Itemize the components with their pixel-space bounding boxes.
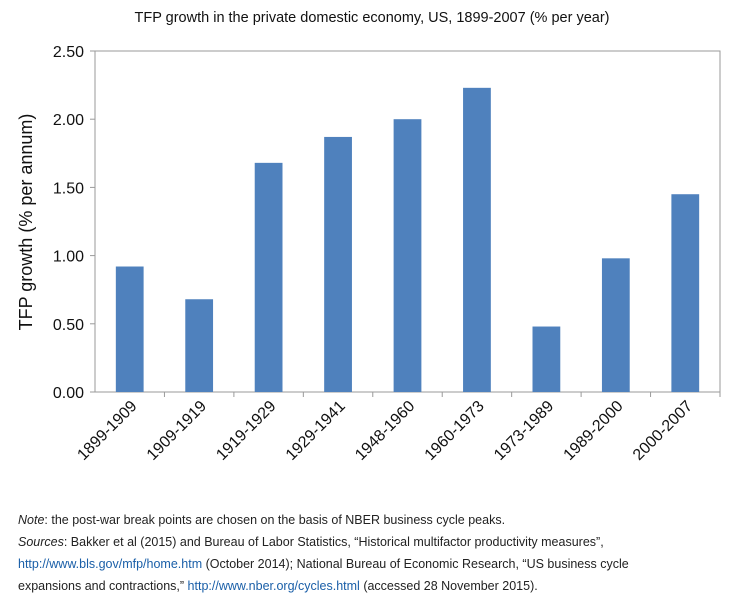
sources-line-2: http://www.bls.gov/mfp/home.htm (October… xyxy=(18,553,738,575)
bar-1989-2000 xyxy=(601,258,630,392)
sources-line: Sources: Bakker et al (2015) and Bureau … xyxy=(18,531,738,553)
sources-text-2: (October 2014); National Bureau of Econo… xyxy=(202,557,629,571)
bar-1960-1973 xyxy=(463,87,491,392)
y-tick-label: 2.00 xyxy=(53,112,84,129)
bar-2000-2007 xyxy=(671,194,700,392)
bar-1929-1941 xyxy=(324,136,352,392)
x-tick-label: 1899-1909 xyxy=(74,398,140,464)
nber-link[interactable]: http://www.nber.org/cycles.html xyxy=(187,579,360,593)
x-tick-label: 1909-1919 xyxy=(144,398,210,464)
x-tick-label: 1960-1973 xyxy=(422,398,488,464)
y-tick-label: 2.50 xyxy=(53,44,84,61)
y-tick-label: 1.50 xyxy=(53,180,84,197)
bls-link[interactable]: http://www.bls.gov/mfp/home.htm xyxy=(18,557,203,571)
sources-text: : Bakker et al (2015) and Bureau of Labo… xyxy=(63,535,604,549)
bar-1909-1919 xyxy=(185,299,214,392)
y-tick-label: 1.00 xyxy=(53,249,84,266)
bar-1899-1909 xyxy=(115,266,144,392)
x-tick-label: 1948-1960 xyxy=(352,398,418,464)
sources-line-3: expansions and contractions,” http://www… xyxy=(18,575,738,597)
bar-chart: 0.00 0.50 1.00 1.50 2.00 2.50 1899-1909 1909-1… xyxy=(16,44,721,464)
note-text: : the post-war break points are chosen o… xyxy=(44,513,506,527)
x-tick-label: 1919-1929 xyxy=(213,398,279,464)
y-axis-title: TFP growth (% per annum) xyxy=(16,114,36,331)
x-tick-label: 2000-2007 xyxy=(630,398,696,464)
bar-1919-1929 xyxy=(254,162,283,392)
sources-label: Sources xyxy=(18,535,64,549)
note-line: Note: the post-war break points are chos… xyxy=(18,509,738,531)
sources-text-4: (accessed 28 November 2015). xyxy=(359,579,538,593)
chart-notes: Note: the post-war break points are chos… xyxy=(18,509,738,597)
x-axis-labels: 1899-1909 1909-1919 1919-1929 1929-1941 1948… xyxy=(74,392,721,464)
bar-1948-1960 xyxy=(393,119,422,392)
x-tick-label: 1929-1941 xyxy=(283,398,349,464)
note-label: Note xyxy=(18,513,45,527)
y-axis-ticks: 0.00 0.50 1.00 1.50 2.00 2.50 xyxy=(53,44,95,402)
y-tick-label: 0.00 xyxy=(53,385,84,402)
bars xyxy=(115,87,700,392)
chart-title: TFP growth in the private domestic econo… xyxy=(134,10,610,26)
x-tick-label: 1973-1989 xyxy=(491,398,557,464)
bar-1973-1989 xyxy=(532,326,561,392)
sources-text-3: expansions and contractions,” xyxy=(18,579,188,593)
x-tick-label: 1989-2000 xyxy=(561,398,627,464)
y-tick-label: 0.50 xyxy=(53,317,84,334)
